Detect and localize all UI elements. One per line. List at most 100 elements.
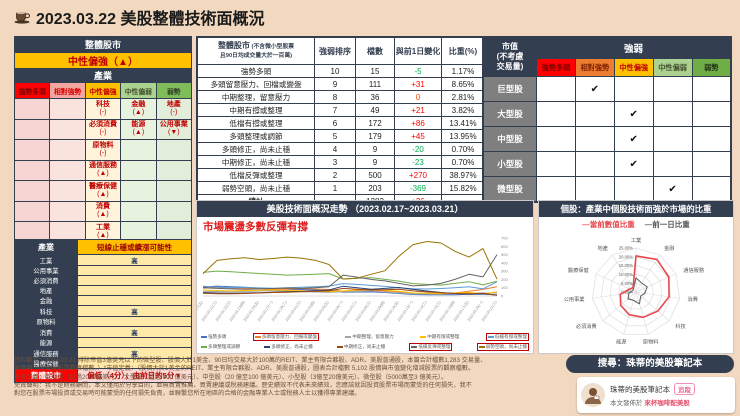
industry-cell xyxy=(13,118,51,140)
breadth-change: +270 xyxy=(394,168,442,182)
legend-row: 強勢多頭 多頭留意壓力、回檔或變盤 中期整理，留意壓力 中期有撐或整理 低檔有撐或整理 xyxy=(201,333,529,341)
cap-row: 大型股 ✔ xyxy=(482,101,732,127)
breadth-weight: 0.70% xyxy=(441,142,486,156)
published-site-link[interactable]: 來杯咖啡配美股 xyxy=(644,400,690,407)
short-term-table: 產業 短線止穩或續漲可能性 工業高公用事業 必須消費 地產 金融 科技高原物料 消費高能源 通信… xyxy=(14,239,192,383)
trend-line-chart-svg: 70060050040030020010002023.02.17(五)2023.… xyxy=(187,236,509,323)
breadth-change: +45 xyxy=(394,129,442,143)
legend-label: 中期修正，尚未止穩 xyxy=(343,344,386,349)
cap-size-label: 大型股 xyxy=(482,101,537,127)
trend-chart-panel: 美股技術面概況走勢 （2023.02.17~2023.03.21） 市場震盪多數… xyxy=(187,200,534,354)
table-row: 低檔有撐或整理 6 172 +86 13.41% xyxy=(196,116,486,130)
short-term-panel: 產業 短線止穩或續漲可能性 工業高公用事業 必須消費 地產 金融 科技高原物料 消費高能源 通信… xyxy=(14,239,192,383)
radar-axis-label: 能源 xyxy=(616,338,627,346)
follow-button[interactable]: 追蹤 xyxy=(674,383,695,395)
svg-text:10.00%: 10.00% xyxy=(619,272,633,277)
svg-text:500: 500 xyxy=(501,252,508,257)
breadth-label: 多頭修正，尚未止穩 xyxy=(196,142,315,156)
short-term-value xyxy=(77,265,192,276)
breadth-rank: 4 xyxy=(314,142,356,156)
legend-marker xyxy=(487,336,494,338)
industry-name: 工業 xyxy=(95,223,110,231)
industry-row: 通信服務 (▲) xyxy=(13,159,193,181)
legend-marker xyxy=(264,346,271,348)
breadth-header-count: 檔數 xyxy=(355,36,395,65)
trend-chart-title: 美股技術面概況走勢 （2023.02.17~2023.03.21） xyxy=(197,201,533,217)
breadth-count: 9 xyxy=(355,155,395,169)
cap-cell: ✔ xyxy=(652,176,693,203)
disclaimer-line: 對您在股票市場投資或交易時可能蒙受的任何損失負責，並聯繫您所在地區的合格的金融專… xyxy=(14,390,361,398)
breadth-count: 111 xyxy=(355,77,395,91)
cap-cell xyxy=(536,151,576,177)
industry-name: 地產 xyxy=(166,100,181,108)
short-term-row: 公用事業 xyxy=(14,265,192,276)
breadth-rank: 1 xyxy=(314,181,356,195)
table-row: 低檔反彈或整理 2 500 +270 38.97% xyxy=(196,168,486,182)
cap-size-label: 巨型股 xyxy=(482,76,537,102)
legend-marker xyxy=(336,346,343,348)
industry-trend-mark: (-) xyxy=(170,108,178,116)
industry-trend-mark: (-) xyxy=(99,129,107,137)
cap-cell xyxy=(613,76,654,102)
trend-line-chart: 700 600 500 400 300 200 100 0 2023.02.17(五) 2023.… xyxy=(187,234,533,343)
strength-column-header: 強勢多頭 xyxy=(13,82,51,99)
industry-cell xyxy=(49,98,86,120)
industry-strength-table: 整體股市 中性偏強（▲） 產業 強勢多頭 相對強勢 中性偏強 中性偏弱 弱勢 科技 (-) 金融 (▲… xyxy=(13,36,193,243)
short-term-row: 能源 xyxy=(14,337,192,348)
cap-cell: ✔ xyxy=(613,126,654,152)
short-term-industry: 金融 xyxy=(14,295,78,306)
svg-text:400: 400 xyxy=(501,260,508,265)
breadth-header-weight: 比重(%) xyxy=(441,36,486,65)
strength-column-header: 相對強勢 xyxy=(574,58,615,77)
legend-item: 多頭留意壓力、回檔或變盤 xyxy=(252,333,319,341)
strength-column-header: 強勢多頭 xyxy=(536,58,576,77)
breadth-header-rank: 強弱排序 xyxy=(314,36,356,65)
short-term-row: 必須消費 xyxy=(14,275,192,286)
radar-axis-label: 地產 xyxy=(598,244,608,252)
industry-cell xyxy=(49,200,86,222)
radar-axis-label: 醫療保健 xyxy=(568,266,589,274)
breadth-rank: 7 xyxy=(314,103,356,117)
industry-strength-panel: 整體股市 中性偏強（▲） 產業 強勢多頭 相對強勢 中性偏強 中性偏弱 弱勢 科技 (-) 金融 (▲… xyxy=(13,36,193,243)
legend-current: —當前數值比重 xyxy=(582,220,635,229)
industry-cell xyxy=(13,159,51,181)
breadth-change: -20 xyxy=(394,142,442,156)
short-term-value: 高 xyxy=(77,347,192,359)
breadth-weight: 13.95% xyxy=(441,129,486,143)
cap-cell xyxy=(691,151,732,177)
legend-item: 強勢多頭 xyxy=(201,333,226,341)
corner-line: 交易量) xyxy=(496,62,524,71)
industry-name: 消費 xyxy=(95,203,110,211)
legend-item: 低檔反彈或整理 xyxy=(409,343,453,351)
cap-cell xyxy=(536,101,576,127)
industry-name: 公用事業 xyxy=(159,121,188,129)
header-sub-text: (不含微小型股票 xyxy=(249,44,295,50)
short-term-row: 通信服務高 xyxy=(14,347,192,359)
short-term-industry: 科技 xyxy=(14,305,78,317)
industry-cell: 地產 (-) xyxy=(155,98,193,120)
breadth-change: +31 xyxy=(394,77,442,91)
industry-cell: 金融 (▲) xyxy=(120,98,157,120)
industry-trend-mark: (▲) xyxy=(97,190,109,198)
industry-cell: 能源 (▲) xyxy=(120,118,157,140)
breadth-weight: 8.65% xyxy=(441,77,486,91)
disclaimer-line: 免責聲明：我不是財務顧問，本文僅用於分享目的，並無買賣推薦、買賣建議或稅務建議。… xyxy=(14,381,472,389)
cap-cell xyxy=(536,76,576,102)
disclaimer-line: 市值定義：巨型股（超過2000億美元）、大型股（超過 100 億美元）、中型股（… xyxy=(14,373,448,381)
cap-cell xyxy=(536,176,576,203)
industry-row: 醫療保健 (▲) xyxy=(13,180,193,202)
legend-label: 中期整理，留意壓力 xyxy=(352,334,394,339)
legend-item: 中期修正，尚未止穩 xyxy=(336,343,386,351)
svg-text:25.00%: 25.00% xyxy=(619,246,633,251)
legend-previous: —前一日比重 xyxy=(644,220,690,229)
svg-text:600: 600 xyxy=(501,244,508,249)
industry-name: 金融 xyxy=(131,100,146,108)
table-row: 中期修正，尚未止穩 3 9 -23 0.70% xyxy=(196,155,486,169)
radar-axis-label: 必須消費 xyxy=(576,322,597,330)
short-term-value xyxy=(77,285,192,296)
table-row: 弱勢空頭，尚未止穩 1 203 -369 15.82% xyxy=(196,181,486,195)
search-banner[interactable]: 搜尋：珠蒂的美股筆記本 xyxy=(566,355,734,373)
cap-row: 小型股 ✔ xyxy=(482,151,732,177)
industry-row: 科技 (-) 金融 (▲) 地產 (-) xyxy=(13,98,193,120)
strength-span-header: 強弱 xyxy=(536,36,732,59)
